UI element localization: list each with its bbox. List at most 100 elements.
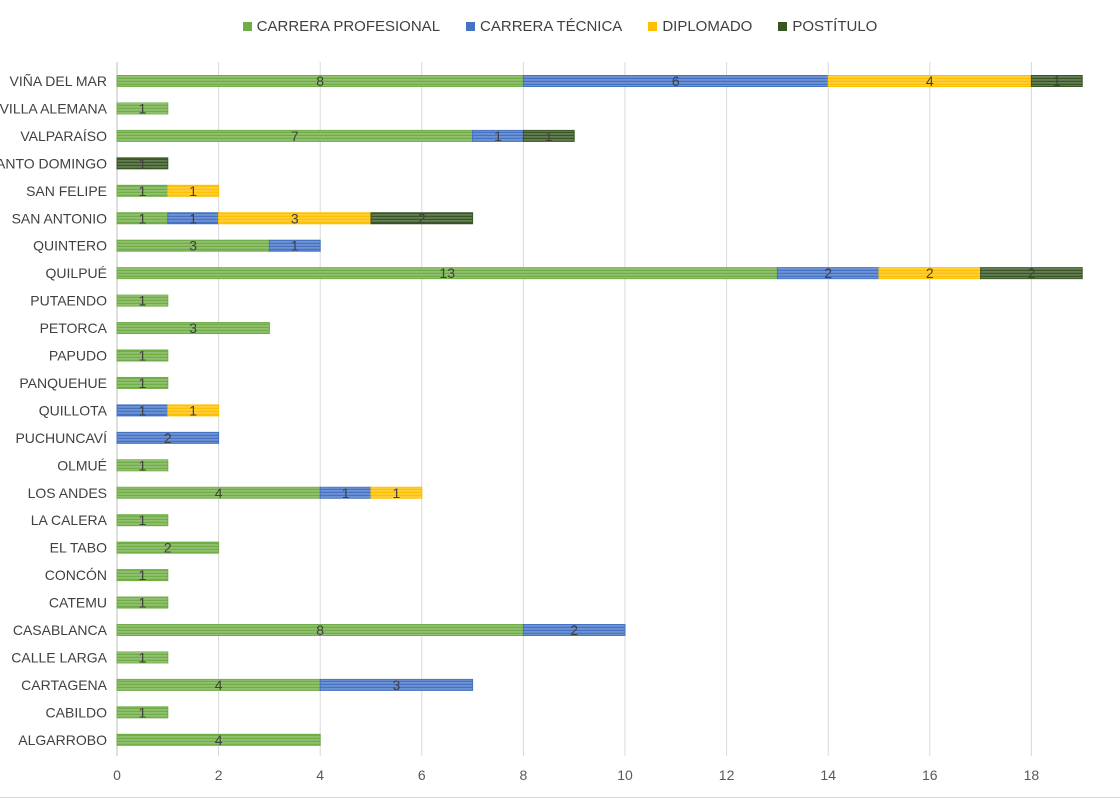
x-tick-label: 14	[820, 767, 836, 783]
data-label: 4	[215, 732, 223, 748]
y-tick-label: CASABLANCA	[13, 622, 108, 638]
data-label: 2	[164, 430, 172, 446]
legend-swatch	[466, 22, 476, 31]
bar-segment	[116, 157, 169, 170]
data-label: 1	[545, 128, 553, 144]
data-label: 1	[139, 348, 147, 364]
data-label: 1	[139, 457, 147, 473]
bar-segment	[980, 267, 1083, 280]
bar-segment	[370, 486, 423, 499]
data-label: 1	[139, 567, 147, 583]
y-tick-label: CONCÓN	[45, 567, 107, 583]
data-label: 2	[164, 540, 172, 556]
legend-label: DIPLOMADO	[662, 18, 753, 35]
y-tick-label: QUILPUÉ	[46, 265, 107, 281]
data-label: 1	[494, 128, 502, 144]
bar-segment	[116, 569, 169, 582]
y-tick-label: LOS ANDES	[28, 485, 107, 501]
data-label: 4	[215, 485, 223, 501]
bar-segment	[319, 678, 474, 691]
data-label: 1	[139, 512, 147, 528]
y-tick-label: CATEMU	[49, 595, 107, 611]
x-tick-label: 16	[922, 767, 938, 783]
x-tick-label: 8	[520, 767, 528, 783]
bar-segment	[370, 212, 474, 225]
data-label: 1	[139, 704, 147, 720]
y-tick-label: PUTAENDO	[30, 293, 107, 309]
x-tick-label: 12	[719, 767, 735, 783]
y-tick-label: CARTAGENA	[21, 677, 107, 693]
x-tick-label: 18	[1024, 767, 1040, 783]
chart-legend: CARRERA PROFESIONAL CARRERA TÉCNICA DIPL…	[0, 18, 1120, 35]
data-label: 8	[316, 73, 324, 89]
y-tick-label: SAN ANTONIO	[12, 210, 108, 226]
data-label: 1	[139, 649, 147, 665]
data-label: 4	[926, 73, 934, 89]
data-label: 1	[189, 402, 197, 418]
legend-swatch	[778, 22, 788, 31]
y-tick-label: PANQUEHUE	[19, 375, 107, 391]
data-label: 2	[824, 265, 832, 281]
bar-segment	[116, 514, 169, 527]
y-tick-label: PAPUDO	[49, 348, 107, 364]
data-label: 1	[342, 485, 350, 501]
bar-segment	[116, 651, 169, 664]
data-label: 2	[570, 622, 578, 638]
x-tick-label: 10	[617, 767, 633, 783]
data-label: 3	[393, 677, 401, 693]
data-label: 1	[139, 183, 147, 199]
bar-segment	[522, 129, 575, 142]
bar-segment	[268, 239, 321, 252]
x-tick-label: 2	[215, 767, 223, 783]
data-label: 6	[672, 73, 680, 89]
y-tick-label: SANTO DOMINGO	[0, 155, 107, 171]
data-label: 3	[189, 238, 197, 254]
bar-segment	[167, 184, 220, 197]
data-label: 2	[1028, 265, 1036, 281]
y-tick-label: LA CALERA	[31, 512, 108, 528]
data-label: 1	[139, 155, 147, 171]
data-label: 3	[189, 320, 197, 336]
y-tick-label: EL TABO	[50, 540, 107, 556]
y-tick-label: SAN FELIPE	[26, 183, 107, 199]
bar-segment	[116, 349, 169, 362]
data-label: 1	[139, 375, 147, 391]
legend-item: DIPLOMADO	[648, 18, 752, 35]
bar-segment	[116, 733, 321, 746]
bar-segment	[116, 596, 169, 609]
bar-segment	[116, 102, 169, 115]
x-tick-label: 6	[418, 767, 426, 783]
y-tick-label: VALPARAÍSO	[20, 128, 107, 144]
data-label: 1	[189, 183, 197, 199]
y-tick-label: PUCHUNCAVÍ	[15, 430, 107, 446]
y-tick-label: VIÑA DEL MAR	[9, 73, 107, 89]
data-label: 1	[139, 293, 147, 309]
legend-item: POSTÍTULO	[778, 18, 877, 35]
legend-swatch	[242, 22, 252, 31]
bar-segment	[116, 541, 220, 554]
y-tick-label: CABILDO	[46, 704, 108, 720]
bar-segment	[116, 431, 220, 444]
bar-segment	[116, 294, 169, 307]
bar-segment	[1030, 75, 1083, 87]
y-tick-label: CALLE LARGA	[11, 649, 107, 665]
legend-label: CARRERA TÉCNICA	[480, 18, 623, 35]
data-label: 1	[139, 402, 147, 418]
data-label: 1	[1053, 73, 1061, 89]
data-label: 2	[418, 210, 426, 226]
data-label: 1	[139, 595, 147, 611]
legend-swatch	[648, 22, 658, 31]
y-tick-label: OLMUÉ	[57, 457, 107, 473]
data-label: 13	[439, 265, 455, 281]
bar-segment	[116, 706, 169, 719]
x-tick-label: 4	[316, 767, 324, 783]
y-tick-label: PETORCA	[40, 320, 108, 336]
data-label: 1	[139, 100, 147, 116]
y-tick-label: QUINTERO	[33, 238, 107, 254]
data-label: 2	[926, 265, 934, 281]
bar-segment	[522, 624, 626, 636]
chart-border	[0, 797, 1120, 798]
legend-label: CARRERA PROFESIONAL	[256, 18, 441, 35]
